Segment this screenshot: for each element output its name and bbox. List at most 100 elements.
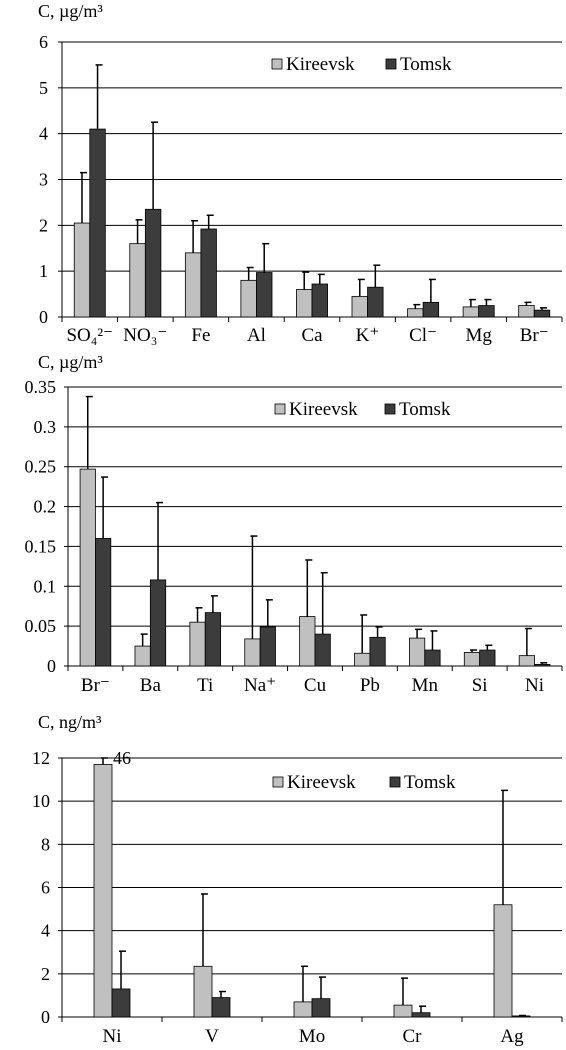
legend-label-tomsk: Tomsk [400, 54, 452, 75]
bar-kireevsk [407, 308, 424, 318]
y-tick-label: 6 [41, 878, 50, 898]
y-tick-label: 0.05 [25, 616, 57, 636]
bar-tomsk [256, 272, 273, 318]
y-tick-label: 0.3 [34, 417, 57, 437]
legend-label-kireevsk: Kireevsk [286, 54, 355, 75]
bar-kireevsk [354, 652, 371, 667]
bar-tomsk [479, 649, 496, 667]
y-axis-label: C, µg/m³ [38, 1, 103, 21]
x-tick-label: Ca [301, 325, 323, 346]
y-tick-label: 4 [41, 921, 50, 941]
bar-tomsk [478, 305, 495, 318]
legend-swatch-kireevsk [272, 776, 284, 788]
bar-tomsk [422, 301, 440, 318]
bar-tomsk [259, 626, 276, 667]
legend-swatch-tomsk [385, 58, 397, 70]
y-tick-label: 0 [39, 307, 48, 327]
chart-trace-elements-ug: 0 0.05 0.1 0.15 0.2 0.25 0.3 0.35 C, µg/m³ Br⁻ Ba T… [25, 352, 563, 696]
bar-kireevsk [93, 764, 113, 1018]
bar-tomsk [311, 998, 331, 1018]
bar-kireevsk [293, 1001, 313, 1018]
bar-tomsk [204, 612, 221, 667]
y-tick-label: 0.35 [25, 377, 57, 397]
bar-tomsk [369, 636, 386, 667]
y-tick-label: 0 [47, 656, 56, 676]
x-tick-label: Cu [304, 675, 327, 696]
x-tick-label: NO₃⁻ [123, 325, 167, 346]
y-tick-label: 8 [41, 834, 50, 854]
bar-kireevsk [518, 655, 535, 667]
bar-kireevsk [393, 1004, 413, 1018]
y-tick-label: 0.2 [34, 497, 57, 517]
y-tick-label: 0.25 [25, 457, 57, 477]
bar-kireevsk [129, 243, 146, 318]
bar-tomsk [424, 649, 441, 667]
y-tick-label: 0.15 [25, 536, 57, 556]
x-tick-label: Mn [412, 675, 439, 696]
legend-label-tomsk: Tomsk [404, 772, 456, 793]
y-axis-label: C, ng/m³ [38, 712, 102, 732]
x-tick-label: V [205, 1026, 219, 1047]
bar-kireevsk [79, 468, 96, 667]
bar-kireevsk [244, 638, 261, 667]
y-tick-label: 3 [39, 170, 48, 190]
bar-kireevsk [193, 965, 213, 1018]
y-tick-label: 5 [39, 78, 48, 98]
bar-tomsk [367, 286, 384, 318]
bar-kireevsk [189, 621, 206, 667]
y-tick-label: 10 [32, 791, 50, 811]
y-tick-label: 6 [39, 32, 48, 52]
x-tick-label: Al [247, 325, 266, 346]
legend-label-kireevsk: Kireevsk [289, 399, 358, 420]
x-tick-label: Na⁺ [244, 675, 276, 696]
bar-kireevsk [462, 306, 480, 318]
legend-swatch-tomsk [384, 403, 396, 415]
x-tick-label: K⁺ [356, 325, 380, 346]
bar-tomsk [95, 538, 112, 667]
bar-tomsk [111, 988, 131, 1018]
bar-kireevsk [134, 645, 151, 667]
bar-kireevsk [351, 295, 368, 318]
x-tick-label: Cl⁻ [409, 325, 437, 346]
legend-label-kireevsk: Kireevsk [287, 772, 356, 793]
chart-major-ions: 0 1 2 3 4 5 6 C, µg/m³ SO₄²⁻ NO₃⁻ Fe Al Ca K⁺ Cl⁻ Mg Br⁻… [38, 1, 563, 346]
bar-tomsk [311, 283, 328, 318]
y-axis-label: C, µg/m³ [38, 352, 103, 372]
bar-kireevsk [296, 289, 313, 318]
x-tick-label: Br⁻ [520, 325, 549, 346]
y-tick-label: 2 [39, 215, 48, 235]
x-tick-label: Ba [140, 675, 162, 696]
bar-kireevsk [463, 652, 481, 667]
bar-kireevsk [184, 252, 202, 318]
x-tick-label: Mg [465, 325, 492, 346]
y-tick-label: 12 [32, 748, 50, 768]
x-tick-label: Br⁻ [81, 675, 110, 696]
bar-tomsk [144, 208, 162, 318]
bar-tomsk [411, 1012, 431, 1018]
bar-kireevsk [240, 279, 257, 318]
bar-tomsk [211, 997, 231, 1018]
legend-swatch-tomsk [389, 776, 401, 788]
x-tick-label: Ti [197, 675, 213, 696]
bar-kireevsk [493, 904, 513, 1018]
legend-swatch-kireevsk [274, 403, 286, 415]
x-tick-label: SO₄²⁻ [66, 325, 113, 346]
overflow-annotation: 46 [113, 748, 131, 768]
bar-tomsk [314, 633, 331, 667]
bar-tomsk [533, 309, 551, 318]
bar-kireevsk [299, 616, 316, 667]
bar-tomsk [200, 228, 217, 318]
bar-tomsk [149, 579, 167, 667]
x-tick-label: Ag [500, 1026, 524, 1047]
bar-tomsk [534, 664, 551, 667]
legend-swatch-kireevsk [271, 58, 283, 70]
legend-label-tomsk: Tomsk [399, 399, 451, 420]
y-tick-label: 2 [41, 964, 50, 984]
x-tick-label: Mo [299, 1026, 325, 1047]
y-tick-label: 0 [41, 1007, 50, 1027]
x-tick-label: Ni [525, 675, 544, 696]
x-tick-label: Ni [103, 1026, 122, 1047]
x-tick-label: Pb [360, 675, 380, 696]
y-tick-label: 4 [39, 124, 48, 144]
